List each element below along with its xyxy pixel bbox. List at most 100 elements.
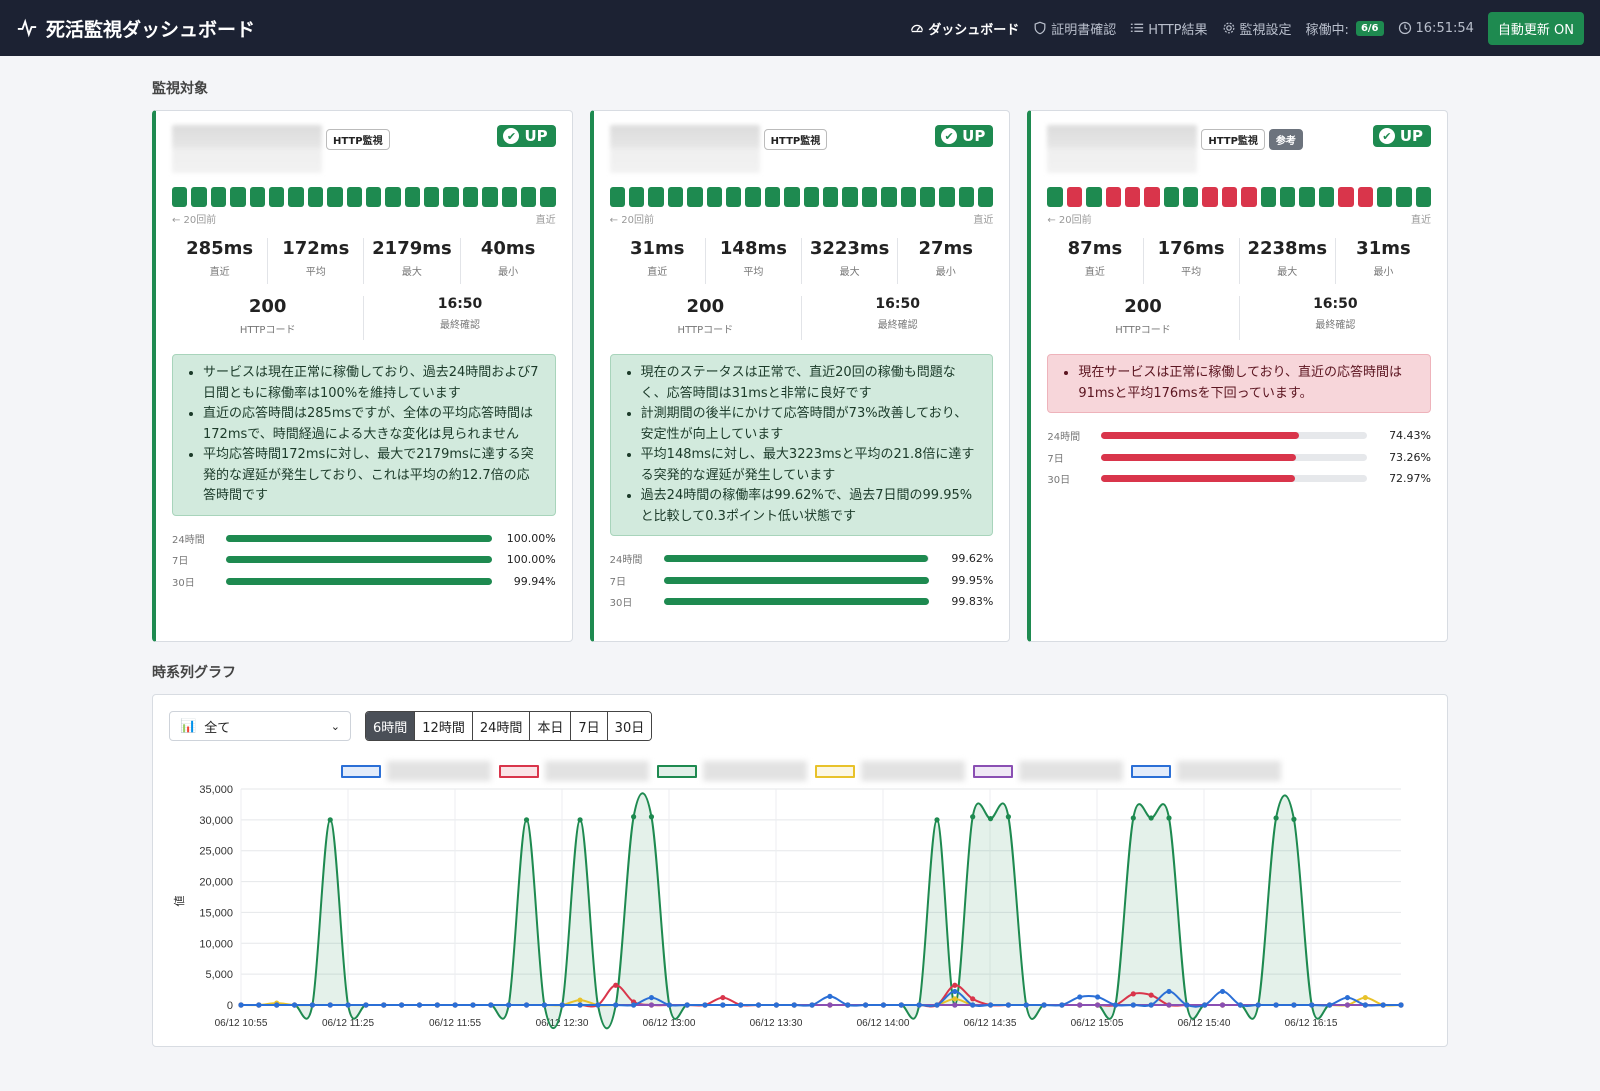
shield-icon [1034,21,1046,35]
heartbeat-bar-up [1280,187,1296,207]
heartbeat-latest-label: 直近 [973,215,994,226]
data-point [1362,1002,1368,1008]
legend-swatch [341,764,381,778]
legend-label-redacted [387,761,491,781]
monitor-card[interactable]: HTTP監視 ✔ UP ← 20回前 直近 31ms 直近 148ms 平均 3223ms 最大 27… [589,110,1011,642]
uptime-track [663,598,930,606]
nav-http-results[interactable]: HTTP結果 [1130,19,1208,38]
data-point [987,816,994,822]
heartbeat-bar-up [900,187,916,207]
data-point [827,1002,833,1008]
data-point [1148,992,1154,998]
data-point [934,1002,940,1008]
data-point [952,996,958,1002]
gear-icon [1223,22,1234,34]
monitors-section-title: 監視対象 [152,81,208,97]
ai-summary: 現在のステータスは正常で、直近20回の稼働も問題なく、応答時間は31msと非常に… [609,354,994,536]
legend-swatch [1131,764,1171,778]
legend-item[interactable] [973,761,1123,781]
nav-monitor-settings[interactable]: 監視設定 [1222,19,1292,38]
uptime-fill [1101,432,1300,440]
data-point [238,1002,244,1008]
heartbeat-bar-up [726,187,742,207]
uptime-track [226,534,492,542]
chevron-down-icon: ⌄ [330,719,340,733]
y-tick-label: 20,000 [199,877,233,889]
last-check-value: 16:50 [1313,296,1358,312]
check-circle-icon: ✔ [503,128,520,144]
chart-emoji-icon: 📊 [180,718,197,734]
data-point [1237,1002,1243,1008]
status-badge: ✔ UP [1372,125,1432,147]
summary-item: 平均148msに対し、最大3223msと平均の21.8倍に達する突発的な遅延が発… [641,445,979,486]
range-button[interactable]: 30日 [607,712,652,740]
legend-item[interactable] [815,761,965,781]
legend-item[interactable] [1131,761,1281,781]
heartbeat-bar-up [1415,187,1432,207]
brand[interactable]: 死活監視ダッシュボード [16,15,255,42]
legend-item[interactable] [657,761,807,781]
auto-refresh-button[interactable]: 自動更新 ON [1487,11,1584,45]
legend-label-redacted [545,761,649,781]
response-stat: 285ms 直近 [172,238,269,284]
range-button[interactable]: 12時間 [415,712,473,740]
data-point [327,1002,333,1008]
data-point [1380,1002,1386,1008]
data-point [720,994,726,1001]
legend-label-redacted [1177,761,1281,781]
legend-item[interactable] [499,761,649,781]
data-point [1005,1002,1011,1008]
http-code-stat: 200 HTTPコード [610,296,803,340]
monitor-card[interactable]: HTTP監視 参考 ✔ UP ← 20回前 直近 87ms 直近 176ms 平均 2238ms 最大… [1027,110,1449,642]
uptime-value: 74.43% [1389,429,1432,443]
status-text: UP [524,127,548,145]
x-tick-label: 06/12 11:25 [322,1018,375,1029]
response-stat: 3223ms 最大 [802,238,899,284]
data-point [1273,1002,1279,1008]
response-stat: 172ms 平均 [268,238,365,284]
range-button[interactable]: 24時間 [472,712,531,740]
data-point [327,817,333,823]
status-text: UP [962,127,986,145]
card-header: HTTP監視 参考 ✔ UP [1047,125,1432,181]
heartbeat-bar-up [191,187,207,207]
data-point [934,817,940,823]
range-button[interactable]: 7日 [571,712,608,740]
data-point [684,1002,690,1008]
summary-item: 直近の応答時間は285msですが、全体の平均応答時間は172msで、時間経過によ… [203,404,541,445]
uptime-value: 100.00% [506,553,556,567]
heartbeat-bar-down [1105,187,1121,207]
heartbeat-bar-down [1241,187,1257,207]
range-button[interactable]: 6時間 [366,712,416,740]
response-stat: 176ms 平均 [1144,238,1240,284]
heartbeat-bar-down [1357,187,1373,207]
uptime-period-label: 30日 [172,577,195,589]
range-button[interactable]: 本日 [530,712,572,740]
data-point [666,1002,672,1008]
stat-value: 2238ms [1247,238,1328,259]
heartbeat-bar-up [268,187,285,207]
uptime-fill [663,555,929,563]
legend-swatch [657,764,697,778]
response-stat: 40ms 最小 [461,238,556,284]
summary-item: 過去24時間の稼働率は99.62%で、過去7日間の99.95%と比較して0.3ポ… [641,486,979,527]
nav-dashboard[interactable]: ダッシュボード [910,19,1019,38]
series-select[interactable]: 📊 全て ⌄ [169,711,351,741]
nav-certificates[interactable]: 証明書確認 [1033,19,1116,38]
data-point [720,1002,726,1008]
x-tick-label: 06/12 13:30 [750,1018,803,1029]
heartbeat-bar-up [919,187,936,207]
last-check-stat: 16:50 最終確認 [364,296,555,340]
data-point [1273,815,1279,821]
legend-item[interactable] [341,761,491,781]
data-point [648,814,655,820]
uptime-track [663,576,930,584]
monitor-card[interactable]: HTTP監視 ✔ UP ← 20回前 直近 285ms 直近 172ms 平均 2179ms 最大 4… [152,110,573,642]
data-point [1219,988,1226,995]
http-info: 200 HTTPコード 16:50 最終確認 [1047,296,1431,340]
last-check-stat: 16:50 最終確認 [802,296,993,340]
heartbeat-bars [609,187,994,207]
stat-label: 平均 [305,267,326,278]
http-info: 200 HTTPコード 16:50 最終確認 [172,296,556,340]
data-point [1344,1002,1351,1008]
